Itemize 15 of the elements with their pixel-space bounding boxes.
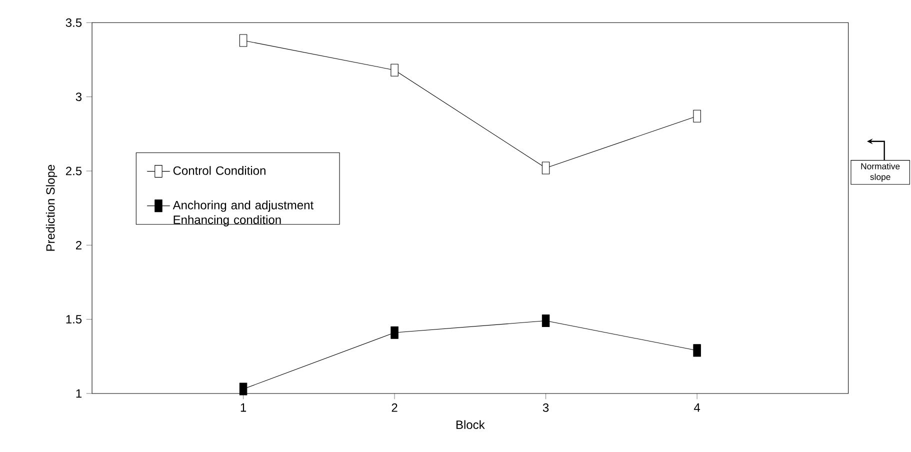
x-tick-label: 4 (694, 403, 700, 412)
y-tick-label: 2.5 (66, 166, 82, 176)
y-tick-label: 2 (76, 240, 82, 250)
y-tick-label: 3 (76, 92, 82, 102)
x-tick-label: 2 (392, 403, 398, 412)
x-axis-title: Block (456, 420, 485, 429)
x-tick-label: 3 (542, 403, 549, 412)
legend-label: Control Condition (173, 166, 266, 175)
text: Normative slope (861, 162, 900, 182)
y-tick-label: 3.5 (66, 18, 82, 27)
y-axis-title: Prediction Slope (46, 164, 58, 251)
legend-label: Anchoring and adjustment Enhancing condition (172, 200, 314, 226)
y-tick-label: 1 (76, 389, 82, 398)
x-tick-label: 1 (240, 403, 246, 412)
y-tick-label: 1.5 (66, 315, 82, 324)
